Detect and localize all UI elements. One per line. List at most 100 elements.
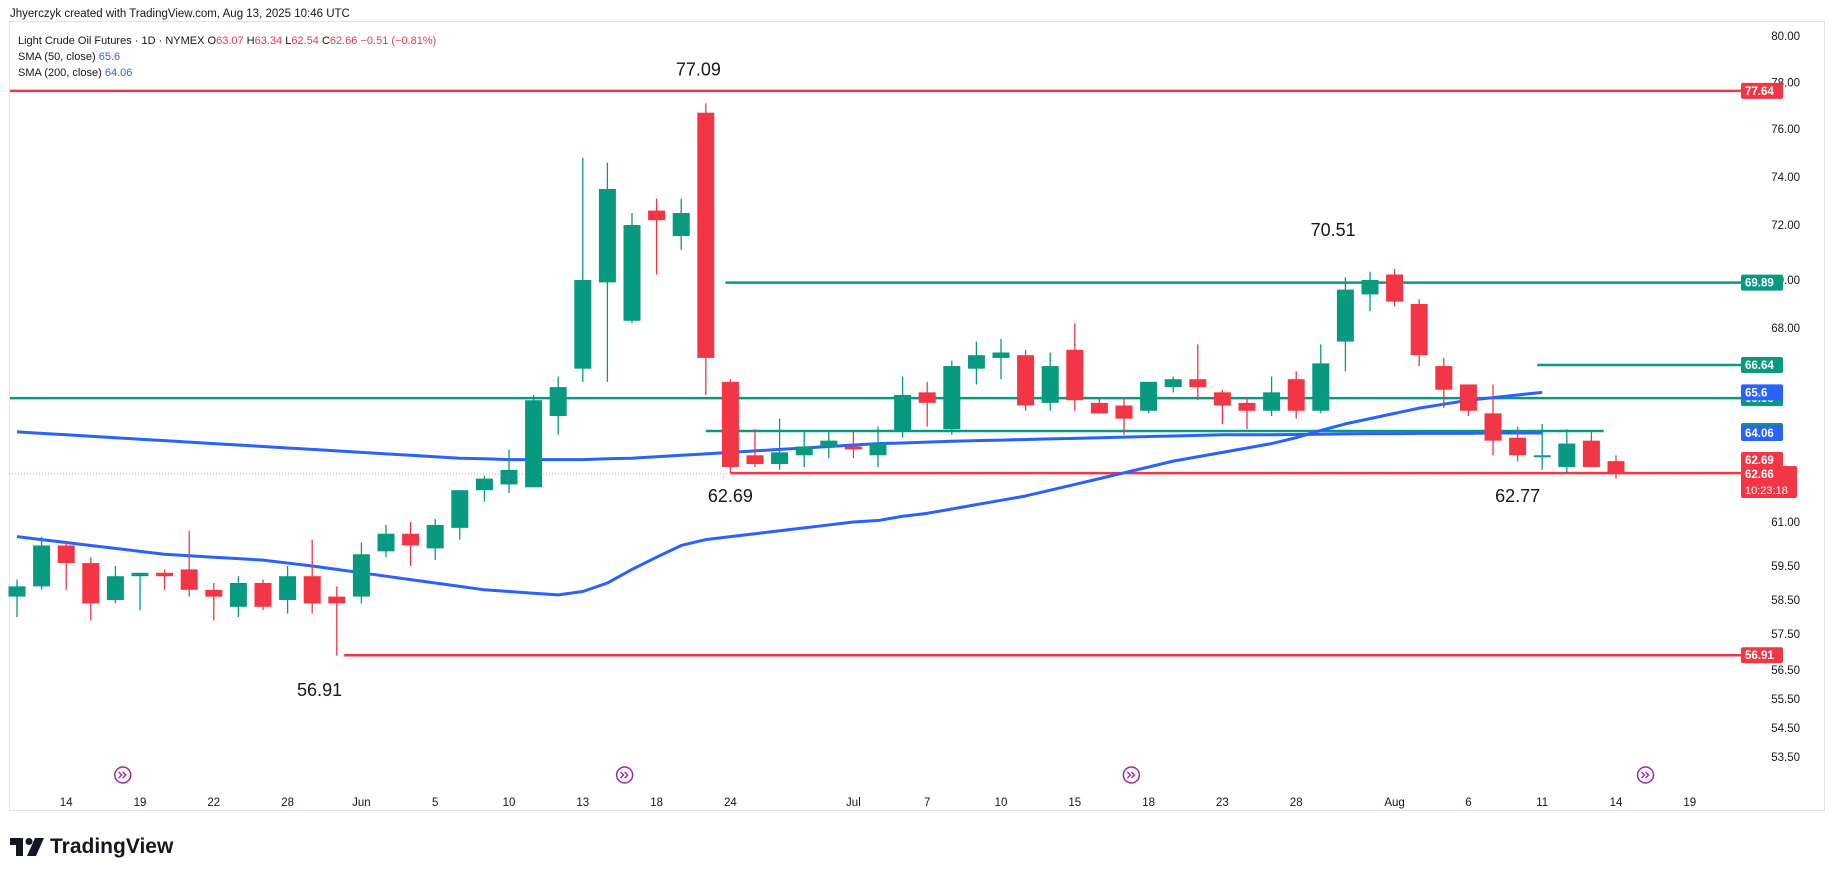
candle-body: [844, 446, 862, 450]
legend-sma200[interactable]: SMA (200, close) 64.06: [18, 67, 132, 79]
x-tick-label: 28: [281, 797, 294, 809]
candle: [1582, 431, 1600, 467]
price-tag-text: 62.69: [1745, 455, 1774, 467]
candle-body: [771, 452, 789, 465]
sma50-line: [16, 390, 1543, 597]
candle-body: [574, 280, 592, 369]
candle: [844, 431, 862, 459]
candle-body: [1361, 280, 1379, 295]
price-annotation: 56.91: [297, 680, 342, 700]
candle: [303, 539, 321, 614]
candle: [598, 162, 616, 382]
candle: [1509, 426, 1527, 462]
candle-body: [1140, 381, 1158, 411]
x-tick-label: 23: [1216, 797, 1229, 809]
candle-body: [279, 576, 297, 600]
x-tick-label: 5: [432, 797, 438, 809]
candle-body: [180, 569, 198, 590]
legend-low: 62.54: [291, 35, 319, 47]
candle-body: [672, 213, 690, 236]
price-tag-text: 62.66: [1745, 469, 1774, 481]
candle-body: [549, 387, 567, 417]
candle: [131, 572, 149, 611]
candle-body: [894, 394, 912, 432]
y-tick-label: 74.00: [1771, 172, 1800, 184]
candle: [1607, 455, 1625, 479]
candle: [1164, 376, 1182, 393]
y-tick-label: 58.50: [1771, 595, 1800, 607]
price-annotation: 62.77: [1495, 486, 1540, 506]
x-tick-label: 14: [60, 797, 73, 809]
candle: [1115, 397, 1133, 435]
candle: [205, 583, 223, 621]
sma200-value: 64.06: [104, 67, 133, 79]
candle-body: [377, 533, 395, 552]
event-circle: [1636, 766, 1655, 784]
candle-body: [1484, 413, 1502, 441]
x-tick-label: 28: [1290, 797, 1303, 809]
candle: [648, 198, 666, 275]
candle: [1336, 277, 1354, 372]
event-marker-icon: [1636, 766, 1655, 784]
candle-body: [1041, 366, 1059, 403]
candle: [967, 341, 985, 385]
event-circle: [615, 766, 634, 784]
candle: [894, 376, 912, 438]
level-tag-2: 66.64: [1741, 357, 1783, 373]
level-tag-6: 56.91: [1741, 647, 1783, 664]
candle: [992, 338, 1010, 380]
price-tag-text: 64.06: [1745, 428, 1774, 440]
price-annotation: 77.09: [676, 60, 721, 80]
chart-frame[interactable]: [9, 21, 1825, 811]
price-annotation: 70.51: [1311, 220, 1356, 240]
tradingview-logo-icon: [10, 838, 44, 856]
legend-sma50[interactable]: SMA (50, close) 65.6: [18, 51, 120, 63]
tradingview-logo[interactable]: TradingView: [10, 835, 173, 859]
candle-body: [1533, 455, 1551, 458]
candle-body: [648, 210, 666, 221]
price-tag-bg: [1741, 384, 1783, 401]
y-tick-label: 80.00: [1771, 31, 1800, 43]
candle: [918, 381, 936, 427]
candle: [426, 519, 444, 561]
candle-body: [82, 563, 100, 604]
candle: [672, 198, 690, 250]
price-tag-text: 66.64: [1745, 360, 1774, 372]
candle: [1312, 344, 1330, 414]
candle-body: [1189, 379, 1207, 388]
candle-body: [426, 524, 444, 549]
candle: [377, 524, 395, 558]
candle-body: [746, 455, 764, 465]
candle: [771, 418, 789, 470]
candle-body: [1213, 392, 1231, 406]
candle: [1090, 397, 1108, 414]
x-tick-label: Aug: [1384, 797, 1404, 809]
price-tag-text: 65.6: [1745, 387, 1767, 399]
candle: [525, 394, 543, 488]
legend-c-label: C: [321, 35, 330, 47]
candle-body: [475, 478, 493, 491]
y-tick-label: 55.50: [1771, 694, 1800, 706]
candle-body: [1115, 405, 1133, 419]
y-tick-label: 56.50: [1771, 665, 1800, 677]
candle-body: [1558, 443, 1576, 467]
candle: [1287, 371, 1305, 419]
sma200-label: SMA (200, close): [18, 67, 102, 79]
candle-body: [8, 586, 26, 597]
candle-body: [795, 446, 813, 456]
x-tick-label: 19: [134, 797, 147, 809]
price-tag-bg: [1741, 466, 1797, 498]
candle: [1361, 271, 1379, 312]
candle-body: [156, 572, 174, 577]
candle: [820, 431, 838, 459]
candle-body: [525, 400, 543, 488]
legend-l-label: L: [285, 35, 292, 47]
y-tick-label: 76.00: [1771, 124, 1800, 136]
candle: [1459, 384, 1477, 417]
candle: [1435, 357, 1453, 409]
candle: [33, 536, 51, 590]
candle-body: [943, 366, 961, 430]
candle-body: [352, 554, 370, 597]
candle-body: [1164, 379, 1182, 388]
